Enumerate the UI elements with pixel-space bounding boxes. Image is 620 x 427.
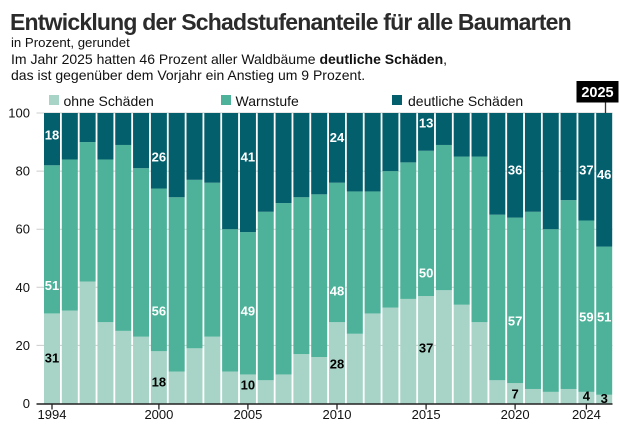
svg-text:2005: 2005 [233, 407, 262, 422]
svg-text:48: 48 [330, 284, 344, 299]
svg-text:2025: 2025 [581, 85, 613, 101]
svg-text:51: 51 [45, 278, 59, 293]
svg-text:80: 80 [16, 164, 30, 179]
svg-text:18: 18 [152, 375, 166, 390]
svg-text:20: 20 [16, 338, 30, 353]
svg-text:7: 7 [511, 387, 518, 402]
svg-text:57: 57 [508, 314, 522, 329]
svg-text:37: 37 [579, 163, 593, 178]
svg-text:60: 60 [16, 222, 30, 237]
svg-text:26: 26 [152, 150, 166, 165]
svg-text:1994: 1994 [38, 407, 67, 422]
svg-text:36: 36 [508, 163, 522, 178]
svg-text:24: 24 [330, 130, 345, 145]
svg-text:2020: 2020 [501, 407, 530, 422]
svg-text:50: 50 [419, 266, 433, 281]
svg-text:49: 49 [241, 304, 255, 319]
svg-text:100: 100 [8, 106, 30, 121]
svg-text:59: 59 [579, 310, 593, 325]
svg-text:56: 56 [152, 304, 166, 319]
svg-text:41: 41 [241, 150, 255, 165]
svg-text:46: 46 [597, 167, 611, 182]
svg-text:3: 3 [601, 391, 608, 406]
svg-text:18: 18 [45, 128, 59, 143]
svg-text:2024: 2024 [572, 407, 601, 422]
svg-text:10: 10 [241, 378, 255, 393]
svg-text:2010: 2010 [323, 407, 352, 422]
svg-text:37: 37 [419, 341, 433, 356]
svg-text:51: 51 [597, 310, 611, 325]
svg-text:13: 13 [419, 116, 433, 131]
svg-text:2015: 2015 [412, 407, 441, 422]
svg-text:40: 40 [16, 280, 30, 295]
svg-text:2000: 2000 [144, 407, 173, 422]
svg-text:4: 4 [583, 389, 591, 404]
svg-text:31: 31 [45, 351, 59, 366]
svg-text:28: 28 [330, 357, 344, 372]
svg-text:0: 0 [23, 396, 30, 411]
